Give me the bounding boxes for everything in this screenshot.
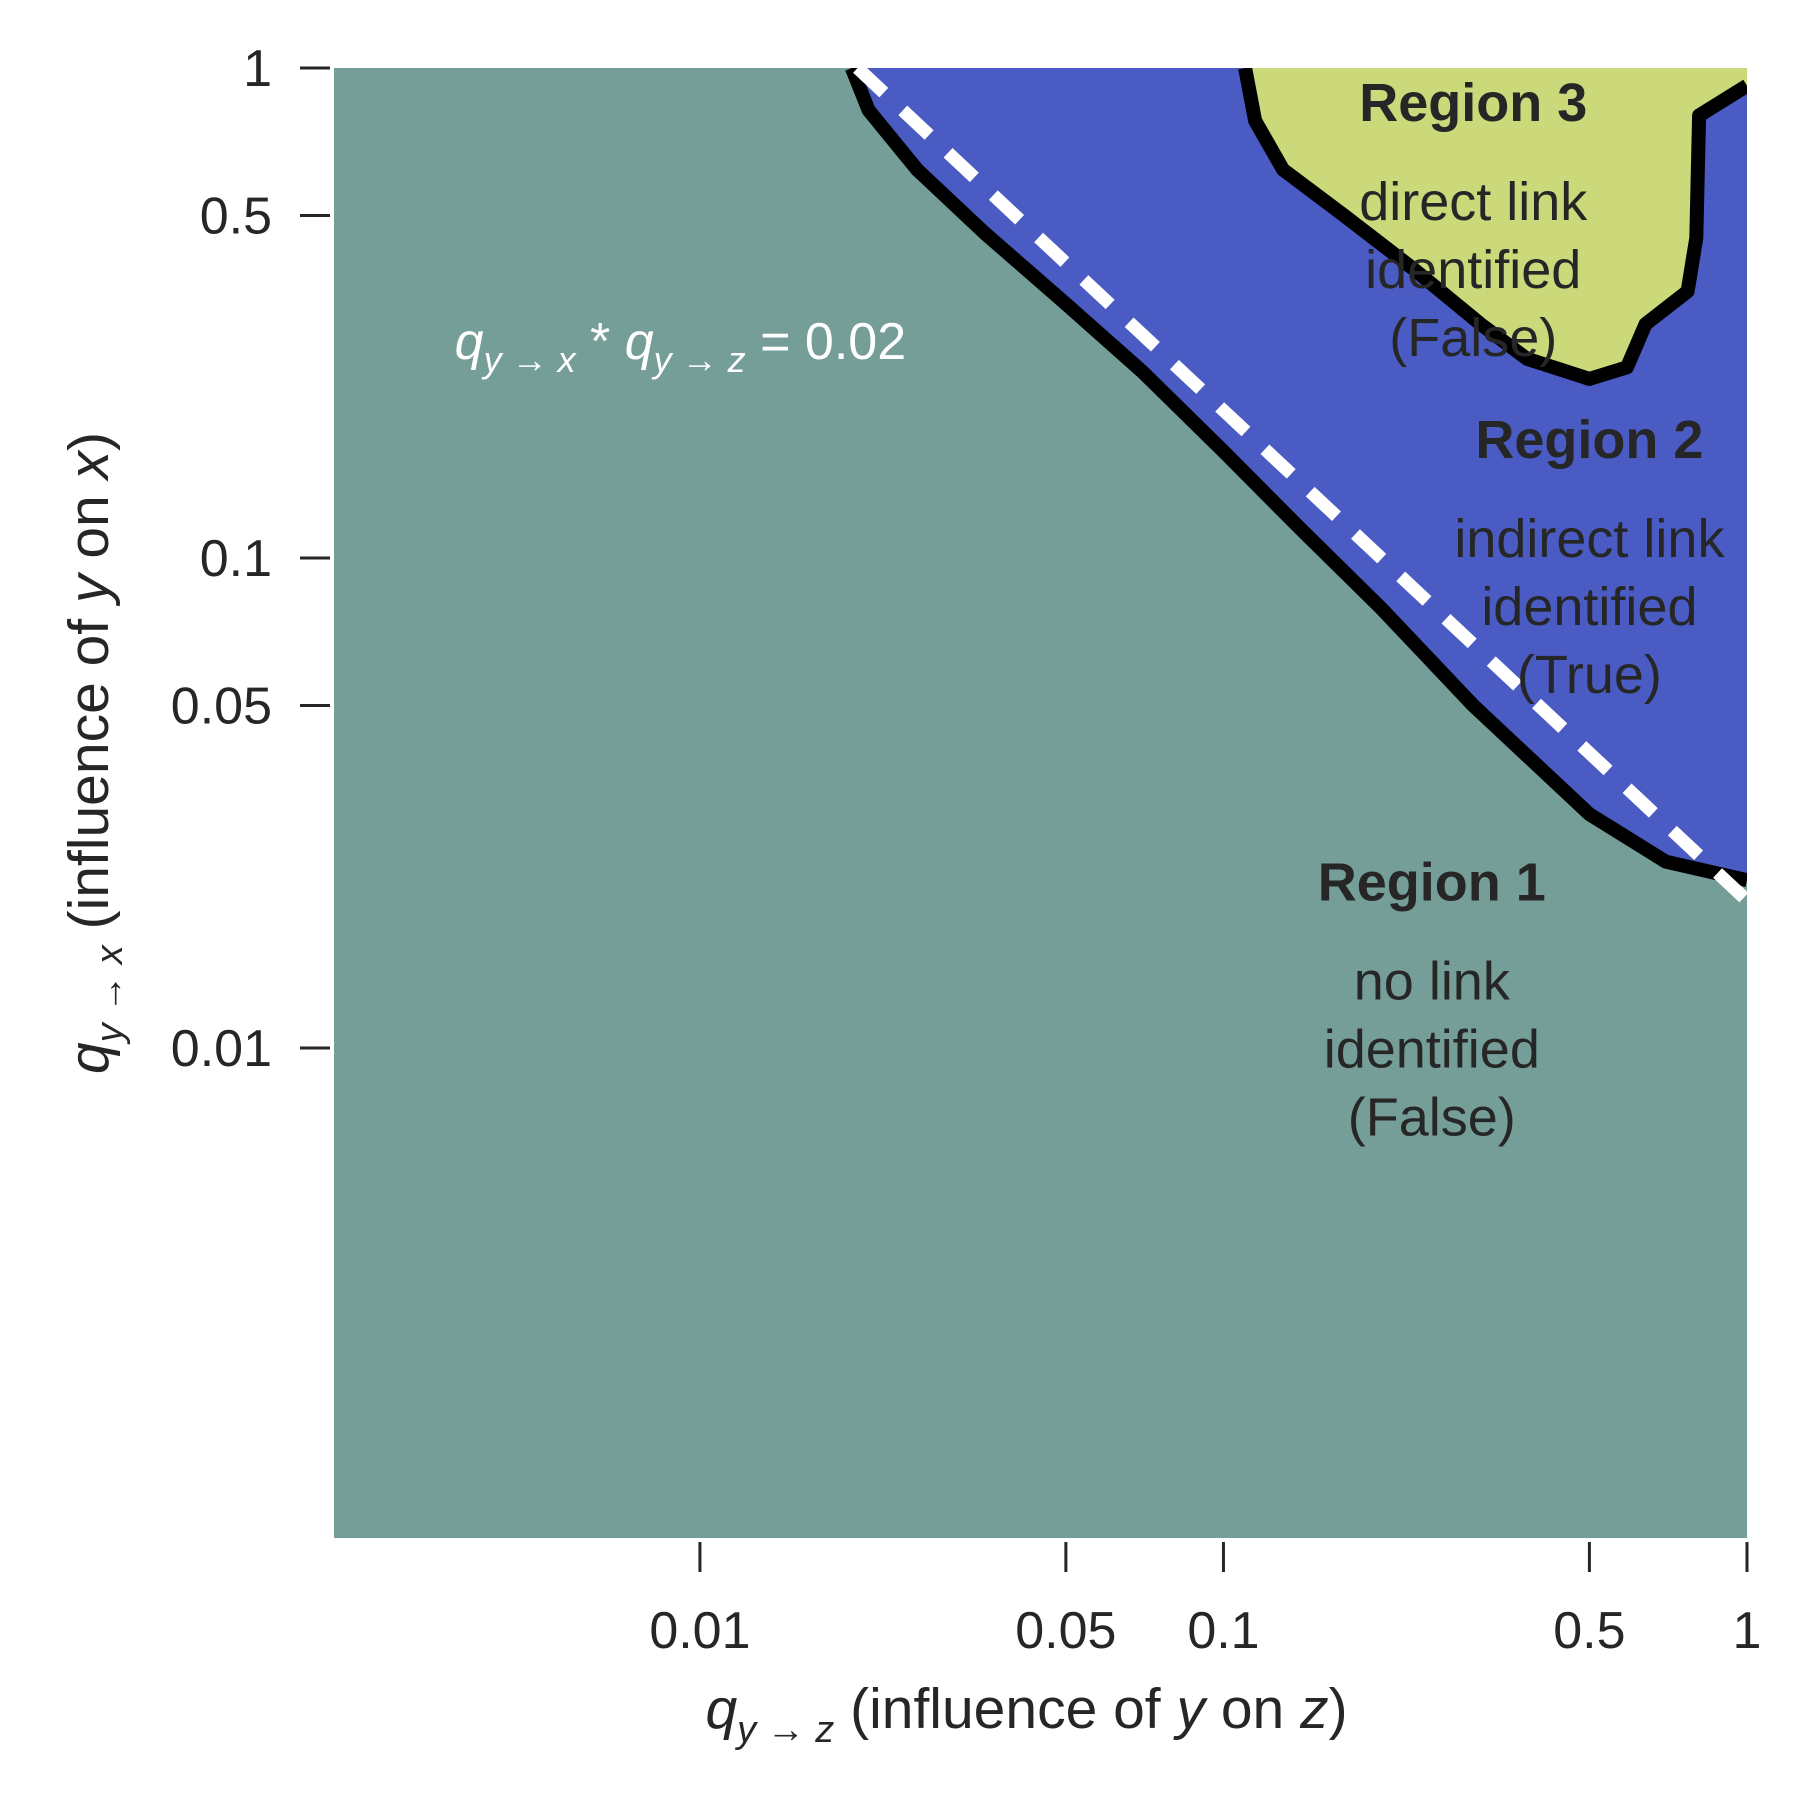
y-tick-label: 0.1 (200, 530, 272, 588)
region2-title: Region 2 (1475, 410, 1703, 470)
y-tick-label: 0.01 (171, 1020, 272, 1078)
y-axis-label: qy → x (influence of y on x) (57, 432, 131, 1074)
plot-area (334, 68, 1747, 1538)
region2-description-line: identified (1481, 577, 1697, 637)
x-tick-label: 0.5 (1553, 1602, 1625, 1660)
region-3-boundary-line (1238, 68, 1747, 386)
x-axis-label: qy → z (influence of y on z) (705, 1677, 1347, 1751)
reference-line (853, 68, 1747, 906)
region-2-boundary-line (845, 68, 1747, 888)
y-tick-label: 0.05 (171, 678, 272, 736)
y-tick-label: 1 (243, 40, 272, 98)
axes: 0.01 0.05 0.1 0.5 1 1 0.5 0.1 0.05 0.01 qy → z (in… (57, 40, 1761, 1751)
region1-description-line: no link (1354, 951, 1511, 1011)
region1-description-line: (False) (1348, 1087, 1516, 1147)
reference-line-label: qy → x * qy → z = 0.02 (455, 313, 906, 380)
region3-description-line: direct link (1359, 172, 1588, 232)
x-tick-label: 0.05 (1015, 1602, 1116, 1660)
region2-description-line: (True) (1517, 645, 1662, 705)
region3-description-line: (False) (1389, 308, 1557, 368)
annotations: qy → x * qy → z = 0.02 Region 1 no link ide… (455, 73, 1726, 1148)
region2-description-line: indirect link (1454, 509, 1725, 569)
y-tick-label: 0.5 (200, 188, 272, 246)
x-tick-label: 0.01 (649, 1602, 750, 1660)
region3-description-line: identified (1365, 240, 1581, 300)
x-tick-label: 0.1 (1187, 1602, 1259, 1660)
region3-title: Region 3 (1359, 73, 1587, 133)
x-tick-label: 1 (1733, 1602, 1762, 1660)
region-3-area (1245, 68, 1747, 379)
region1-title: Region 1 (1318, 852, 1546, 912)
region1-description-line: identified (1324, 1019, 1540, 1079)
